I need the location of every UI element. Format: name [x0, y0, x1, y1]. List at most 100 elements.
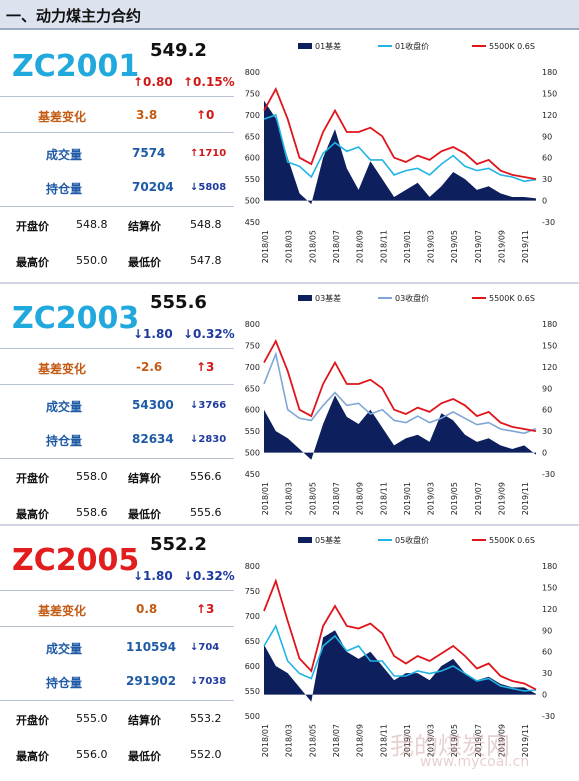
- row-divider: [0, 384, 234, 385]
- volume-value: 7574: [132, 146, 166, 160]
- basis-change-delta: ↑0: [196, 108, 215, 122]
- open-label: 开盘价: [16, 220, 49, 233]
- x-tick-label: 2019/01: [403, 230, 412, 263]
- x-tick-label: 2019/09: [498, 482, 507, 515]
- x-tick-label: 2019/11: [521, 482, 530, 515]
- row-divider: [0, 348, 234, 349]
- volume-value: 110594: [126, 640, 177, 654]
- y-left-tick-label: 700: [245, 363, 260, 372]
- oi-value: 291902: [126, 674, 177, 688]
- y-right-tick-label: 120: [542, 111, 557, 120]
- x-tick-label: 2018/09: [356, 724, 365, 757]
- quote-panel: ZC2001 549.2 ↑0.80 ↑0.15% 基差变化 3.8 ↑0 成交量 7574 ↑1…: [0, 32, 235, 280]
- oi-row: 持仓量 70204 ↓5808: [0, 170, 234, 204]
- x-tick-label: 2019/09: [498, 230, 507, 263]
- oi-delta: ↓7038: [190, 676, 227, 687]
- y-right-tick-label: 90: [542, 384, 552, 393]
- quote-panel: ZC2003 555.6 ↓1.80 ↓0.32% 基差变化 -2.6 ↑3 成交量 54300…: [0, 284, 235, 532]
- oi-value: 70204: [132, 180, 174, 194]
- low-label: 最低价: [128, 508, 161, 521]
- price-change: ↑0.80: [133, 75, 173, 89]
- y-right-tick-label: 0: [542, 449, 547, 458]
- volume-label: 成交量: [46, 642, 83, 656]
- open-value: 558.0: [76, 470, 108, 483]
- legend-entry: 5500K 0.6S: [489, 42, 535, 51]
- quote-panel: ZC2005 552.2 ↓1.80 ↓0.32% 基差变化 0.8 ↑3 成交量 110594…: [0, 526, 235, 774]
- legend-entry: 01基差: [315, 41, 341, 51]
- high-label: 最高价: [16, 256, 49, 269]
- price-change-pct: ↓0.32%: [183, 569, 235, 583]
- contract-code: ZC2005: [12, 543, 140, 578]
- watermark-url: www.mycoal.cn: [420, 754, 530, 770]
- basis-change-label: 基差变化: [38, 604, 87, 618]
- basis-area: [264, 630, 536, 702]
- basis-area: [264, 395, 536, 460]
- contract-panel-zc2001: ZC2001 549.2 ↑0.80 ↑0.15% 基差变化 3.8 ↑0 成交量 7574 ↑1…: [0, 32, 579, 280]
- basis-change-value: -2.6: [136, 360, 163, 374]
- x-tick-label: 2018/07: [332, 482, 341, 515]
- legend-entry: 03收盘价: [395, 293, 429, 303]
- open-value: 548.8: [76, 218, 108, 231]
- spot-price-line: [263, 338, 537, 432]
- y-left-tick-label: 600: [245, 154, 260, 163]
- y-left-tick-label: 700: [245, 612, 260, 621]
- y-left-tick-label: 750: [245, 587, 260, 596]
- open-settle-row: 开盘价 555.0 结算价 553.2: [0, 702, 234, 736]
- x-tick-label: 2019/03: [427, 230, 436, 263]
- y-right-tick-label: 180: [542, 320, 557, 329]
- x-tick-label: 2018/03: [285, 724, 294, 757]
- contract-code: ZC2001: [12, 49, 140, 84]
- y-right-tick-label: -30: [542, 470, 555, 479]
- legend-swatch: [298, 43, 312, 49]
- high-low-row: 最高价 556.0 最低价 552.0: [0, 738, 234, 772]
- price-change: ↓1.80: [133, 327, 173, 341]
- y-right-tick-label: -30: [542, 712, 555, 721]
- close-price-line: [263, 113, 537, 183]
- x-tick-label: 2018/11: [379, 482, 388, 515]
- last-price: 552.2: [150, 534, 207, 555]
- y-right-tick-label: 120: [542, 605, 557, 614]
- low-value: 547.8: [190, 254, 222, 267]
- contract-panel-zc2005: ZC2005 552.2 ↓1.80 ↓0.32% 基差变化 0.8 ↑3 成交量 110594…: [0, 526, 579, 774]
- legend-swatch: [298, 537, 312, 543]
- basis-change-delta: ↑3: [196, 360, 215, 374]
- basis-change-label: 基差变化: [38, 362, 87, 376]
- y-right-tick-label: 150: [542, 583, 557, 592]
- volume-delta: ↑1710: [190, 148, 227, 159]
- y-right-tick-label: 30: [542, 427, 552, 436]
- volume-label: 成交量: [46, 400, 83, 414]
- open-label: 开盘价: [16, 472, 49, 485]
- y-left-tick-label: 600: [245, 406, 260, 415]
- y-left-tick-label: 650: [245, 637, 260, 646]
- x-tick-label: 2019/03: [427, 482, 436, 515]
- low-label: 最低价: [128, 256, 161, 269]
- y-left-tick-label: 800: [245, 68, 260, 77]
- y-left-tick-label: 800: [245, 320, 260, 329]
- settle-label: 结算价: [128, 220, 161, 233]
- oi-label: 持仓量: [46, 182, 83, 196]
- basis-change-row: 基差变化 3.8 ↑0: [0, 98, 234, 132]
- basis-area: [264, 100, 536, 205]
- x-tick-label: 2019/01: [403, 724, 412, 757]
- x-tick-label: 2018/09: [356, 230, 365, 263]
- basis-change-label: 基差变化: [38, 110, 87, 124]
- last-price: 555.6: [150, 292, 207, 313]
- low-value: 552.0: [190, 748, 222, 761]
- section-header: 一、动力煤主力合约: [0, 0, 579, 30]
- x-tick-label: 2018/05: [308, 724, 317, 757]
- x-tick-label: 2019/07: [474, 724, 483, 757]
- legend-entry: 01收盘价: [395, 41, 429, 51]
- row-divider: [0, 700, 234, 701]
- y-right-tick-label: 30: [542, 669, 552, 678]
- y-right-tick-label: 30: [542, 175, 552, 184]
- x-tick-label: 2019/11: [521, 724, 530, 757]
- y-left-tick-label: 550: [245, 687, 260, 696]
- y-right-tick-label: 180: [542, 562, 557, 571]
- legend-swatch: [298, 295, 312, 301]
- legend-entry: 5500K 0.6S: [489, 536, 535, 545]
- x-tick-label: 2018/09: [356, 482, 365, 515]
- legend-entry: 05收盘价: [395, 535, 429, 545]
- basis-price-chart: 05基差 05收盘价 5500K 0.6S500550600650700750800…: [245, 535, 558, 757]
- watermark-logo: 我的煤炭网: [390, 732, 510, 760]
- x-tick-label: 2019/11: [521, 230, 530, 263]
